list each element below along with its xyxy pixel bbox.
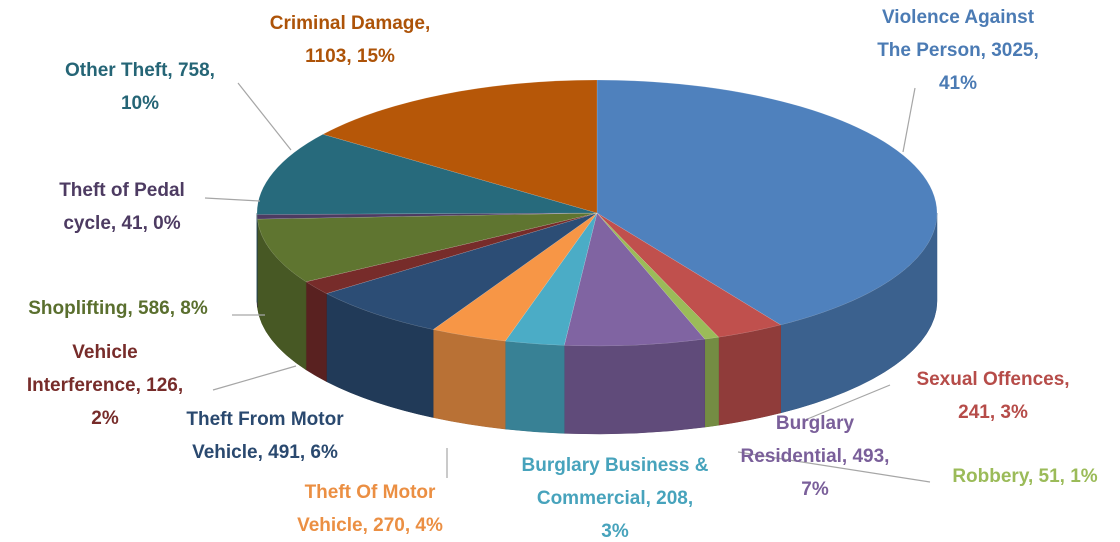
data-label: Vehicle, 270, 4%: [297, 515, 443, 536]
data-label: 241, 3%: [958, 402, 1028, 423]
data-label: Burglary: [776, 413, 855, 434]
data-label: Theft Of Motor: [305, 482, 436, 503]
data-label: Criminal Damage,: [270, 13, 431, 34]
data-label: Violence Against: [882, 7, 1035, 28]
data-label: The Person, 3025,: [877, 40, 1039, 61]
data-label: Other Theft, 758,: [65, 60, 215, 81]
leader-line: [804, 384, 891, 421]
data-label: Vehicle: [72, 342, 138, 363]
data-label: 2%: [91, 408, 119, 429]
slice: [325, 212, 598, 330]
slice: [596, 79, 938, 326]
slice: [596, 212, 720, 340]
slice: [257, 212, 598, 283]
slice: [504, 212, 598, 346]
slice-side: [718, 324, 781, 426]
slice: [432, 212, 598, 342]
data-label: Burglary Business &: [522, 455, 709, 476]
data-label: 1103, 15%: [305, 46, 395, 67]
slice: [322, 79, 598, 214]
slice-side: [432, 329, 506, 430]
slice-side: [564, 338, 706, 435]
data-label: Sexual Offences,: [916, 369, 1069, 390]
data-label: Shoplifting, 586, 8%: [28, 298, 208, 319]
data-label: 7%: [801, 479, 829, 500]
data-label: Vehicle, 491, 6%: [192, 442, 338, 463]
data-label: Theft of Pedal: [59, 180, 185, 201]
leader-line: [204, 197, 261, 202]
data-label: 41%: [939, 73, 977, 94]
data-label: 10%: [121, 93, 159, 114]
slice-side: [704, 336, 719, 428]
data-label: Residential, 493,: [741, 446, 890, 467]
slice: [305, 212, 598, 294]
leader-line: [237, 82, 292, 151]
slice-side: [505, 340, 565, 434]
leader-line: [902, 87, 916, 153]
slice-side: [305, 281, 327, 382]
data-label: cycle, 41, 0%: [63, 213, 180, 234]
data-label: Theft From Motor: [186, 409, 344, 430]
slice: [256, 134, 598, 215]
data-label: 3%: [601, 521, 629, 542]
leader-line: [737, 451, 931, 483]
data-label: Commercial, 208,: [537, 488, 693, 509]
slice: [563, 212, 706, 347]
data-label: Robbery, 51, 1%: [952, 466, 1097, 487]
data-label: Interference, 126,: [27, 375, 183, 396]
slice: [596, 212, 782, 338]
slice: [256, 212, 598, 220]
leader-line: [212, 365, 297, 391]
